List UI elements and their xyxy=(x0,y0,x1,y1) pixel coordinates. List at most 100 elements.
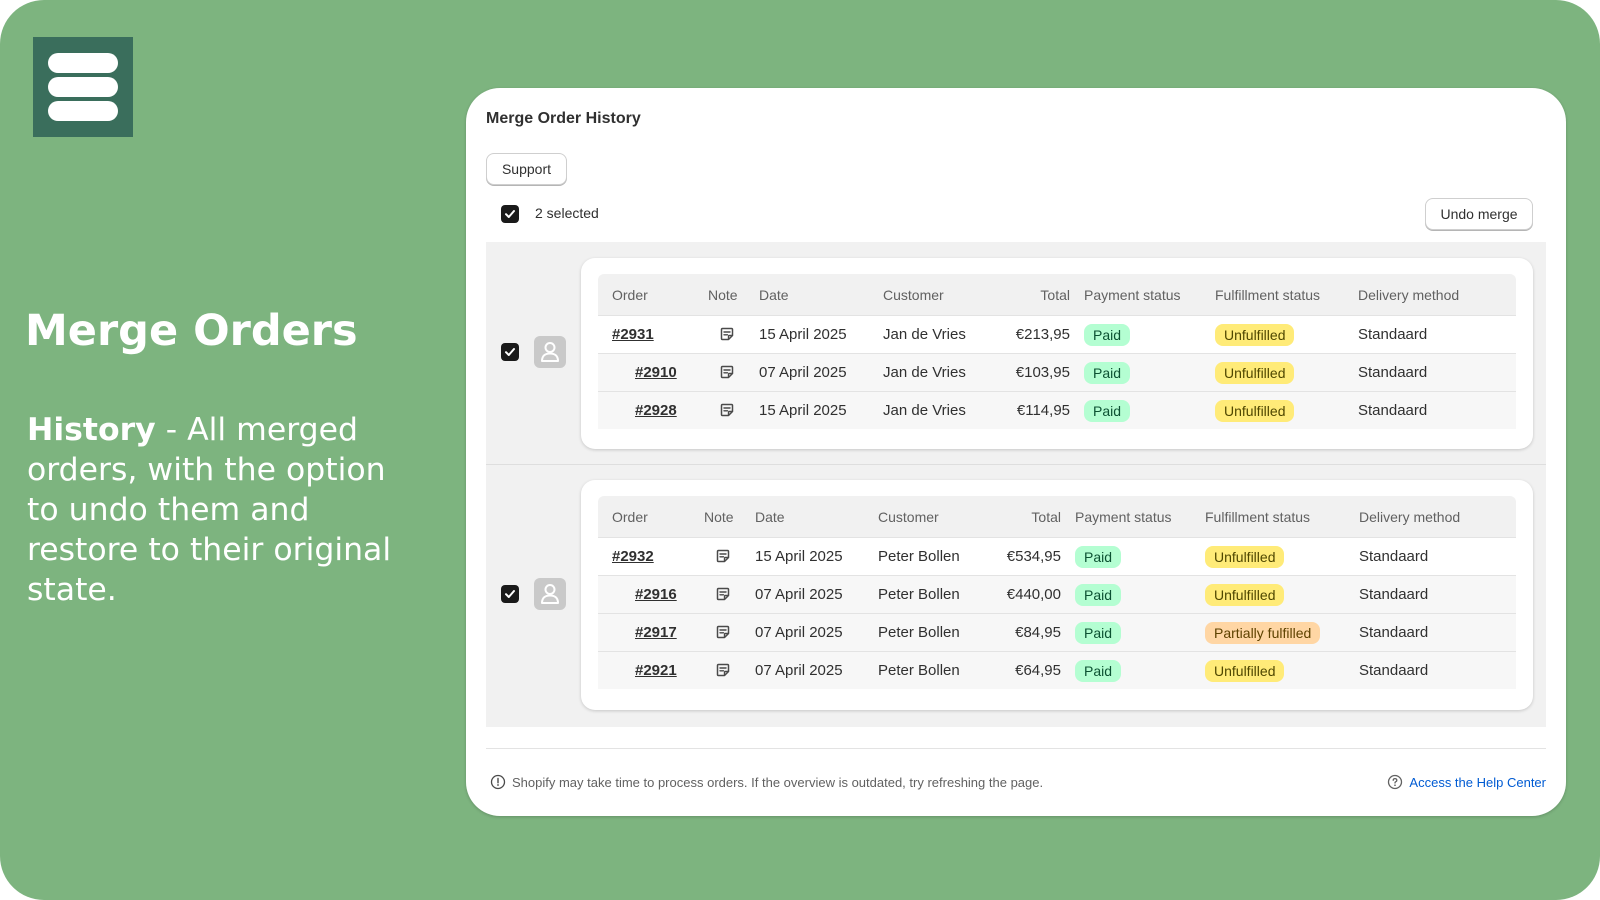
table-row[interactable]: #2932 15 April 2025 Peter Bollen €534,95… xyxy=(598,537,1516,575)
hero-description: History - All merged orders, with the op… xyxy=(27,410,422,610)
delivery-method: Standaard xyxy=(1359,662,1429,679)
order-link[interactable]: #2910 xyxy=(635,364,677,381)
delivery-method: Standaard xyxy=(1358,402,1428,419)
order-link[interactable]: #2928 xyxy=(635,402,677,419)
order-link[interactable]: #2931 xyxy=(612,326,654,343)
col-date: Date xyxy=(759,287,789,303)
col-note: Note xyxy=(704,509,734,525)
table-row[interactable]: #2921 07 April 2025 Peter Bollen €64,95 … xyxy=(598,651,1516,689)
help-center-link[interactable]: Access the Help Center xyxy=(1387,774,1546,790)
processing-notice-text: Shopify may take time to process orders.… xyxy=(512,774,1044,790)
order-customer: Jan de Vries xyxy=(883,326,966,343)
note-icon xyxy=(720,327,734,341)
col-order: Order xyxy=(612,509,648,525)
select-all-checkbox[interactable] xyxy=(501,205,519,223)
question-circle-icon xyxy=(1388,774,1403,790)
orders-table: Order Note Date Customer Total Payment s… xyxy=(598,496,1516,689)
person-icon xyxy=(541,584,559,604)
note-icon xyxy=(720,365,734,379)
order-link[interactable]: #2916 xyxy=(635,586,677,603)
order-total: €440,00 xyxy=(1006,586,1061,603)
person-icon xyxy=(541,342,559,362)
col-customer: Customer xyxy=(878,509,939,525)
order-date: 07 April 2025 xyxy=(755,624,843,641)
table-row[interactable]: #2916 07 April 2025 Peter Bollen €440,00… xyxy=(598,575,1516,613)
delivery-method: Standaard xyxy=(1359,548,1429,565)
hero-description-bold: History xyxy=(27,412,156,448)
col-payment: Payment status xyxy=(1075,509,1172,525)
col-payment: Payment status xyxy=(1084,287,1181,303)
payment-status-badge: Paid xyxy=(1084,400,1131,422)
note-icon xyxy=(720,403,734,417)
customer-avatar xyxy=(534,336,566,368)
order-date: 07 April 2025 xyxy=(755,662,843,679)
col-date: Date xyxy=(755,509,785,525)
col-fulfillment: Fulfillment status xyxy=(1205,509,1311,525)
group-checkbox[interactable] xyxy=(501,343,519,361)
order-link[interactable]: #2921 xyxy=(635,662,677,679)
delivery-method: Standaard xyxy=(1359,586,1429,603)
order-link[interactable]: #2932 xyxy=(612,548,654,565)
hero-description-text: - All merged orders, with the option to … xyxy=(27,412,392,608)
payment-status-badge: Paid xyxy=(1084,324,1131,346)
processing-notice: Shopify may take time to process orders.… xyxy=(490,774,1043,790)
fulfillment-status-badge: Unfulfilled xyxy=(1205,546,1285,568)
merge-group-card: Order Note Date Customer Total Payment s… xyxy=(581,258,1533,449)
order-total: €213,95 xyxy=(1015,326,1070,343)
order-customer: Jan de Vries xyxy=(883,402,966,419)
support-button[interactable]: Support xyxy=(486,153,567,185)
order-link[interactable]: #2917 xyxy=(635,624,677,641)
merge-groups: Order Note Date Customer Total Payment s… xyxy=(486,242,1546,727)
col-total: Total xyxy=(1031,509,1061,525)
order-customer: Peter Bollen xyxy=(878,586,960,603)
col-customer: Customer xyxy=(883,287,944,303)
card-title: Merge Order History xyxy=(486,110,641,127)
col-delivery: Delivery method xyxy=(1358,287,1460,303)
col-order: Order xyxy=(612,287,648,303)
stacked-bars-logo-icon xyxy=(33,37,133,137)
order-customer: Peter Bollen xyxy=(878,548,960,565)
delivery-method: Standaard xyxy=(1358,364,1428,381)
order-customer: Peter Bollen xyxy=(878,624,960,641)
order-customer: Jan de Vries xyxy=(883,364,966,381)
undo-merge-button[interactable]: Undo merge xyxy=(1425,198,1533,230)
selected-count: 2 selected xyxy=(535,205,599,221)
checkmark-icon xyxy=(505,210,515,218)
order-total: €84,95 xyxy=(1015,624,1061,641)
table-row[interactable]: #2928 15 April 2025 Jan de Vries €114,95… xyxy=(598,391,1516,429)
order-customer: Peter Bollen xyxy=(878,662,960,679)
payment-status-badge: Paid xyxy=(1075,546,1122,568)
orders-table: Order Note Date Customer Total Payment s… xyxy=(598,274,1516,429)
fulfillment-status-badge: Partially fulfilled xyxy=(1205,622,1321,644)
order-total: €64,95 xyxy=(1015,662,1061,679)
help-center-link-text[interactable]: Access the Help Center xyxy=(1409,774,1546,790)
col-fulfillment: Fulfillment status xyxy=(1215,287,1321,303)
checkmark-icon xyxy=(505,590,515,598)
order-date: 15 April 2025 xyxy=(755,548,843,565)
table-row[interactable]: #2931 15 April 2025 Jan de Vries €213,95… xyxy=(598,315,1516,353)
order-total: €534,95 xyxy=(1006,548,1061,565)
group-checkbox[interactable] xyxy=(501,585,519,603)
checkmark-icon xyxy=(505,348,515,356)
group-divider xyxy=(486,464,1546,465)
note-icon xyxy=(716,587,730,601)
table-row[interactable]: #2910 07 April 2025 Jan de Vries €103,95… xyxy=(598,353,1516,391)
fulfillment-status-badge: Unfulfilled xyxy=(1215,362,1295,384)
note-icon xyxy=(716,625,730,639)
order-date: 15 April 2025 xyxy=(759,326,847,343)
payment-status-badge: Paid xyxy=(1084,362,1131,384)
col-total: Total xyxy=(1040,287,1070,303)
payment-status-badge: Paid xyxy=(1075,584,1122,606)
order-date: 07 April 2025 xyxy=(755,586,843,603)
table-row[interactable]: #2917 07 April 2025 Peter Bollen €84,95 … xyxy=(598,613,1516,651)
table-header: Order Note Date Customer Total Payment s… xyxy=(598,274,1516,315)
order-total: €114,95 xyxy=(1016,402,1070,419)
col-delivery: Delivery method xyxy=(1359,509,1461,525)
payment-status-badge: Paid xyxy=(1075,622,1122,644)
order-total: €103,95 xyxy=(1015,364,1070,381)
table-header: Order Note Date Customer Total Payment s… xyxy=(598,496,1516,537)
fulfillment-status-badge: Unfulfilled xyxy=(1215,324,1295,346)
col-note: Note xyxy=(708,287,738,303)
delivery-method: Standaard xyxy=(1359,624,1429,641)
